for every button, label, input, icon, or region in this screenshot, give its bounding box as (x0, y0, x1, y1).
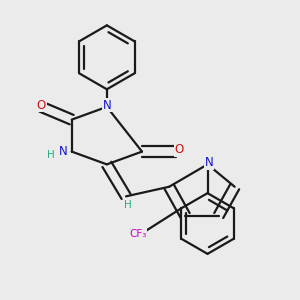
Text: N: N (205, 156, 214, 169)
Text: O: O (174, 143, 183, 157)
Text: H: H (124, 200, 131, 210)
Text: N: N (103, 99, 111, 112)
Text: H: H (47, 150, 55, 160)
Text: O: O (37, 99, 46, 112)
Text: CF₃: CF₃ (129, 229, 147, 239)
Text: N: N (59, 145, 68, 158)
